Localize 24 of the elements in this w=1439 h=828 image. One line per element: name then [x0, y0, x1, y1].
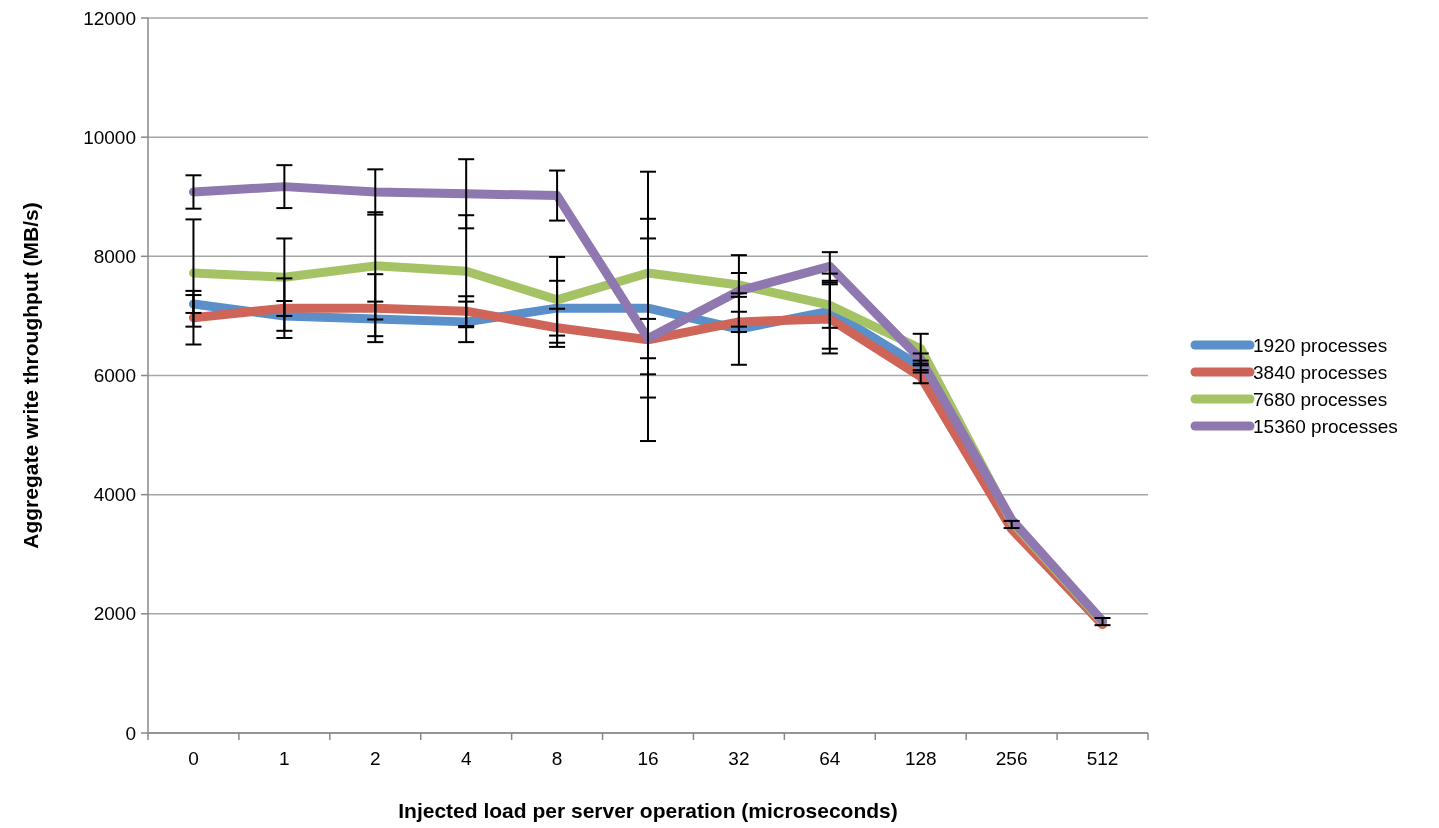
x-tick-label: 1	[279, 748, 290, 769]
x-tick-label: 8	[551, 748, 563, 769]
y-tick-label: 6000	[93, 365, 136, 387]
y-tick-label: 8000	[93, 245, 136, 267]
y-tick-label: 10000	[83, 126, 136, 148]
y-tick-label: 12000	[83, 7, 136, 29]
legend-label: 15360 processes	[1253, 415, 1398, 437]
x-tick-label: 128	[904, 748, 937, 769]
x-tick-label: 4	[460, 748, 472, 769]
y-tick-label: 2000	[93, 603, 136, 625]
legend-label: 1920 processes	[1253, 334, 1388, 356]
legend-label: 7680 processes	[1253, 388, 1388, 410]
x-tick-label: 16	[637, 748, 659, 769]
x-tick-label: 2	[369, 748, 381, 769]
y-tick-label: 4000	[93, 484, 136, 506]
x-tick-label: 32	[728, 748, 750, 769]
legend-label: 3840 processes	[1253, 361, 1388, 383]
y-axis-title: Aggregate write throughput (MB/s)	[19, 202, 42, 549]
y-tick-label: 0	[125, 722, 136, 744]
x-tick-label: 64	[819, 748, 841, 769]
x-tick-label: 0	[188, 748, 199, 769]
x-tick-label: 512	[1086, 748, 1119, 769]
x-tick-label: 256	[995, 748, 1028, 769]
x-axis-title: Injected load per server operation (microseconds)	[398, 799, 898, 822]
